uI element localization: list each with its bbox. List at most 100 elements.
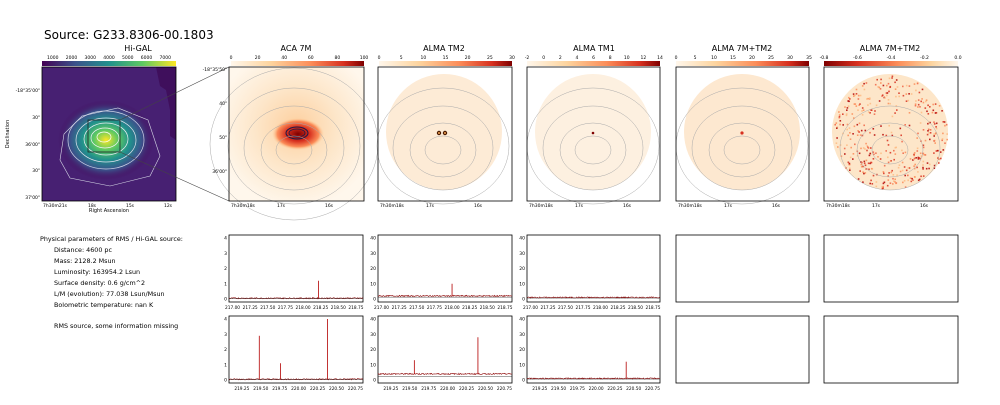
speckle-pixel [929,132,932,134]
speckle-pixel [869,131,871,134]
speckle-pixel [846,128,848,131]
speckle-pixel [869,152,871,155]
speckle-pixel [941,110,943,112]
speckle-pixel [918,178,921,181]
speckle-pixel [861,114,864,116]
speckle-pixel [898,92,900,94]
speckle-pixel [864,172,867,174]
speckle-pixel [856,123,859,126]
spectrum-aca7m-row1-frame [228,234,364,303]
speckle-pixel [887,144,890,146]
spectrum-xtick-3-5: 220.50 [329,386,344,392]
speckle-pixel [894,146,897,149]
spectrum-ytick-5-0: 0 [522,378,525,384]
spectrum-xtick-1-5: 218.25 [462,305,477,311]
speckle-pixel [921,98,923,100]
speckle-pixel [839,120,842,122]
speckle-pixel [869,102,872,105]
speckle-pixel [895,79,898,81]
speckle-pixel [928,163,931,166]
speckle-pixel [857,94,860,97]
panel-title-aca7m: ACA 7M [280,44,312,53]
speckle-pixel [917,106,919,108]
spectrum-ytick-1-4: 40 [370,236,376,242]
speckle-pixel [895,105,898,107]
spectrum-ytick-1-2: 20 [370,266,376,272]
speckle-pixel [875,152,877,154]
spectrum-ytick-4-4: 40 [370,317,376,323]
speckle-pixel [886,139,889,142]
speckle-pixel [887,179,890,181]
colorbar-tick-0-3: 4000 [103,55,115,61]
colorbar-tm1 [527,61,660,66]
speckle-pixel [896,109,898,111]
speckle-pixel [929,129,932,131]
speckle-pixel [910,93,913,95]
speckle-pixel [942,121,945,123]
speckle-pixel [914,103,917,105]
speckle-pixel [867,97,869,100]
speckle-pixel [939,151,942,153]
speckle-pixel [911,177,913,180]
speckle-pixel [942,132,944,135]
higal-xlabel: Right Ascension [89,208,129,214]
zoom-xtick-labels: 7h30m18s 17s 16s 7h30m18s 17s 16s 7h30m18s 17s 1… [231,203,929,209]
speckle-pixel [902,181,904,184]
speckle-pixel [849,156,852,159]
speckle-pixel [927,122,929,125]
speckle-pixel [888,172,890,174]
speckle-pixel [847,105,850,107]
zoom-connector-bottom [119,151,230,202]
speckle-pixel [891,77,893,79]
param-mass: Mass: 2128.2 Msun [54,257,116,265]
speckle-pixel [861,110,863,112]
speckle-pixel [861,107,864,109]
speckle-pixel [912,159,914,161]
spectrum-xtick-2-4: 218.00 [593,305,608,311]
speckle-pixel [894,181,896,183]
speckle-pixel [862,165,864,168]
colorbar-tick-0-6: 7000 [160,55,172,61]
speckle-pixel [936,149,939,152]
colorbar-tick-4-6: 30 [787,55,793,61]
speckle-pixel [927,104,929,107]
speckle-pixel [870,147,872,149]
speckle-pixel [913,153,915,156]
spectrum-xtick-3-6: 220.75 [348,386,363,392]
panel-title-tm1: ALMA TM1 [573,44,615,53]
speckle-pixel [898,164,901,166]
speckle-pixel [908,93,910,95]
speckle-pixel [893,180,895,182]
speckle-pixel [834,123,836,126]
speckle-pixel [862,171,864,173]
spectrum-xtick-5-4: 220.25 [607,386,622,392]
speckle-pixel [844,153,846,155]
colorbar-tick-3-0: -2 [525,55,530,61]
speckle-pixel [917,158,920,160]
speckle-pixel [856,150,859,153]
speckle-pixel [837,146,839,148]
speckle-pixel [923,154,926,156]
speckle-pixel [852,133,854,135]
speckle-pixel [901,169,904,172]
speckle-pixel [874,110,876,112]
spectrum-tm2-row1-frame [377,234,513,303]
speckle-pixel [882,133,884,136]
speckle-pixel [889,151,892,154]
colorbar-tick-2-6: 30 [509,55,515,61]
speckle-pixel [851,113,854,115]
spectrum-xtick-5-1: 219.50 [551,386,566,392]
speckle-pixel [938,158,940,160]
speckle-pixel [862,109,865,111]
spectrum-xtick-4-3: 220.00 [440,386,455,392]
speckle-pixel [855,88,858,91]
panel-title-7m-tm2: ALMA 7M+TM2 [711,44,773,53]
speckle-pixel [842,124,844,126]
speckle-pixel [913,83,916,85]
spectrum-ytick-0-2: 2 [224,266,227,272]
colorbar-tick-2-0: 0 [378,55,381,61]
speckle-pixel [908,124,911,127]
speckle-pixel [908,167,911,169]
speckle-pixel [859,94,862,97]
speckle-pixel [839,144,842,146]
